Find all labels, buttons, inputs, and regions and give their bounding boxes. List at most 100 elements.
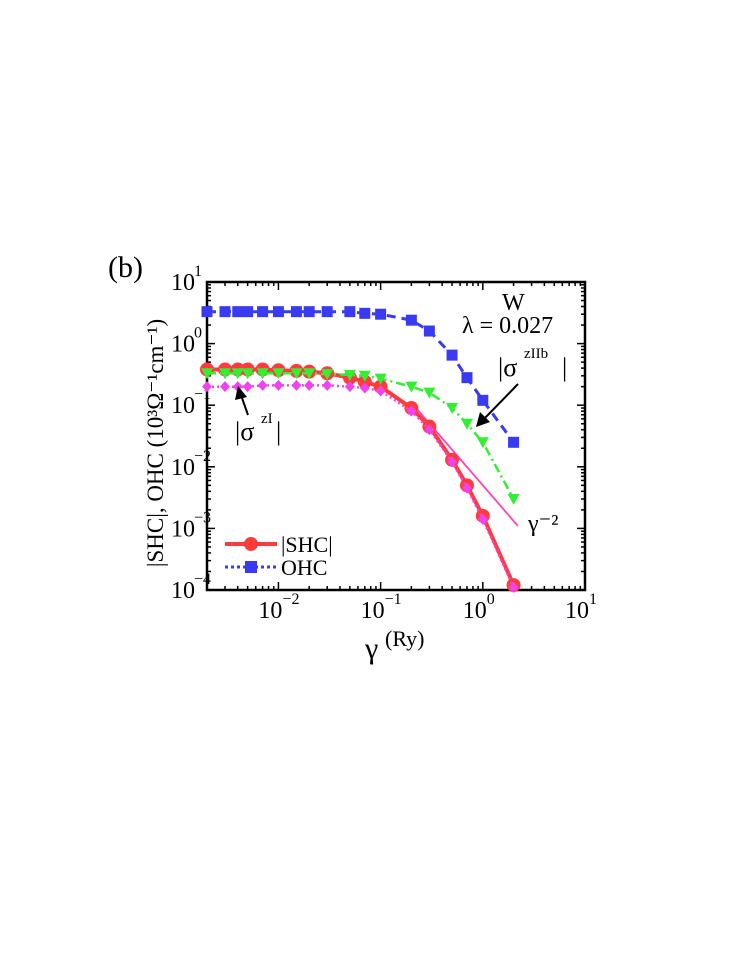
- y-tick-label-exponent: −4: [194, 571, 211, 588]
- arrow-zI-head: [235, 386, 247, 400]
- x-axis-unit: (Ry): [385, 626, 424, 651]
- sigma-zI-bar: |: [276, 417, 281, 446]
- x-tick-label-exponent: 0: [487, 591, 495, 608]
- data-point-ohc: [290, 306, 302, 318]
- data-point-ohc: [446, 349, 458, 361]
- panel-label: (b): [108, 251, 143, 284]
- data-point-ziib: [358, 370, 371, 382]
- y-tick-label: 10: [171, 516, 195, 542]
- legend: |SHC| OHC: [225, 532, 333, 580]
- x-tick-label: 10: [565, 598, 589, 624]
- data-point-zi: [406, 405, 417, 417]
- reference-line-label: γ⁻²: [527, 511, 558, 537]
- data-point-ohc: [477, 394, 489, 406]
- x-axis-label: γ (Ry): [364, 626, 424, 665]
- data-point-zi: [291, 379, 302, 391]
- series-ohc: [201, 306, 520, 448]
- data-point-zi: [202, 381, 212, 393]
- legend-marker-shc: [244, 537, 258, 551]
- annotation-sigma-zI: |σ zI |: [235, 411, 281, 446]
- data-point-ohc: [303, 306, 315, 318]
- arrow-zI-shaft: [241, 397, 249, 416]
- data-point-ziib: [201, 368, 213, 380]
- data-point-ziib: [374, 373, 387, 385]
- data-point-ziib: [321, 369, 334, 381]
- data-point-ohc: [359, 307, 371, 319]
- series-ziib: [201, 368, 520, 506]
- data-point-zi: [304, 379, 315, 391]
- x-tick-label: 10: [361, 598, 385, 624]
- sigma-zI-sup: zI: [261, 411, 273, 427]
- data-point-ziib: [423, 387, 436, 399]
- series-line-shc: [207, 367, 516, 586]
- sigma-zI-prefix: |σ: [235, 417, 254, 446]
- data-point-zi: [219, 381, 230, 393]
- y-tick-label: 10: [171, 578, 195, 604]
- series-line-zi: [207, 384, 515, 589]
- data-point-zi: [424, 424, 435, 436]
- legend-item-ohc: OHC: [225, 555, 327, 580]
- data-point-ohc: [461, 372, 473, 384]
- annotation-lambda: λ = 0.027: [462, 313, 553, 339]
- data-point-ziib: [272, 368, 285, 380]
- legend-label-ohc: OHC: [281, 555, 327, 580]
- data-point-ohc: [257, 306, 269, 318]
- data-point-ziib: [256, 368, 269, 380]
- data-point-zi: [257, 379, 268, 391]
- data-point-zi: [375, 385, 386, 397]
- data-point-ziib: [218, 368, 231, 380]
- data-point-zi: [242, 381, 253, 393]
- annotation-metal: W: [502, 290, 525, 316]
- series-group: [200, 306, 521, 593]
- arrow-zIIb-shaft: [482, 383, 519, 421]
- data-point-ziib: [290, 368, 303, 380]
- x-tick-label: 10: [258, 598, 282, 624]
- data-point-zi: [359, 382, 370, 394]
- sigma-zIIb-sup: zIIb: [524, 346, 548, 362]
- y-tick-label: 10: [171, 332, 195, 358]
- data-point-ohc: [423, 325, 435, 337]
- arrow-zIIb-head: [476, 412, 490, 427]
- data-point-ohc: [405, 314, 417, 326]
- series-zi: [202, 379, 519, 593]
- data-point-ohc: [344, 306, 356, 318]
- x-tick-label-exponent: −1: [385, 591, 402, 608]
- data-point-ziib: [507, 494, 520, 506]
- data-point-zi: [447, 456, 458, 468]
- data-point-ziib: [343, 369, 356, 381]
- y-tick-label: 10: [171, 393, 195, 419]
- data-point-ziib: [303, 368, 316, 380]
- data-point-ziib: [476, 437, 489, 449]
- sigma-zIIb-bar: |: [562, 353, 567, 382]
- sigma-zIIb-prefix: |σ: [498, 353, 517, 382]
- legend-label-shc: |SHC|: [281, 532, 333, 557]
- data-point-zi: [461, 482, 472, 494]
- data-point-ohc: [232, 306, 244, 318]
- x-tick-label-exponent: 1: [589, 591, 597, 608]
- y-tick-label-exponent: 1: [194, 263, 202, 280]
- y-tick-label-exponent: 0: [194, 325, 202, 342]
- data-point-ziib: [446, 403, 459, 415]
- data-point-zi: [508, 581, 519, 593]
- data-point-ohc: [272, 306, 284, 318]
- x-axis-symbol: γ: [364, 632, 378, 665]
- data-point-ohc: [242, 306, 254, 318]
- y-tick-label: 10: [171, 455, 195, 481]
- x-tick-label: 10: [463, 598, 487, 624]
- data-point-zi: [322, 379, 333, 391]
- x-tick-label-exponent: −2: [282, 591, 299, 608]
- data-point-zi: [273, 379, 284, 391]
- data-point-ohc: [321, 306, 333, 318]
- legend-item-shc: |SHC|: [225, 532, 333, 557]
- legend-marker-ohc: [245, 561, 257, 573]
- y-tick-label-exponent: −3: [194, 509, 211, 526]
- data-point-zi: [477, 513, 488, 525]
- data-point-ohc: [201, 306, 213, 318]
- annotation-sigma-zIIb: |σ zIIb |: [498, 346, 567, 382]
- axis-ticks: 10 −2 10 −1 10 0 10 110 −410 −310 −210 −110 010 1: [171, 263, 597, 624]
- data-point-ohc: [219, 306, 231, 318]
- series-shc: [200, 362, 521, 593]
- data-point-ziib: [405, 381, 418, 393]
- data-point-ohc: [508, 436, 520, 448]
- data-point-ziib: [460, 418, 473, 430]
